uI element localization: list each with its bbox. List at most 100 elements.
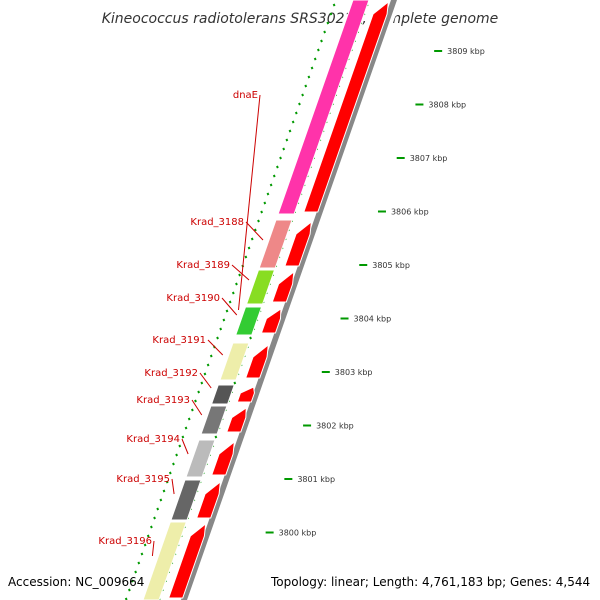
- gene-labels: dnaE Krad_3188 Krad_3189 Krad_3190 Krad_3191…: [98, 90, 258, 547]
- gene-block-krad_3190: [235, 306, 263, 336]
- leader-line-krad_3193: [191, 399, 203, 416]
- leader-line-krad_3190: [221, 297, 238, 316]
- tick-dot: [150, 525, 153, 529]
- gene-label-krad_3191: Krad_3191: [152, 335, 206, 346]
- gene-label-krad_3193: Krad_3193: [136, 395, 190, 406]
- gene-block-krad_3189: [245, 269, 276, 305]
- tick-dot: [153, 516, 156, 520]
- tick-dot: [313, 57, 317, 61]
- tick-dot: [197, 390, 201, 394]
- tick-dot: [307, 75, 311, 79]
- tick-dot: [238, 273, 241, 277]
- tick-dot: [178, 444, 182, 448]
- gene-block-dnae: [277, 0, 370, 215]
- scale-tick-label: 3802 kbp: [316, 422, 354, 431]
- tick-dot: [272, 174, 276, 178]
- tick-dot: [276, 165, 279, 169]
- tick-dot: [257, 219, 260, 223]
- scale-ruler: 3809 kbp 3808 kbp 3807 kbp 3806 kbp 3805 kbp…: [265, 47, 485, 538]
- tick-dot: [156, 507, 160, 511]
- tick-dot: [310, 66, 314, 70]
- tick-dot: [187, 417, 191, 421]
- tick-dot: [323, 30, 327, 34]
- tick-dot: [301, 93, 304, 97]
- tick-dot: [225, 309, 229, 313]
- tick-dot: [140, 552, 144, 556]
- tick-dot: [326, 21, 330, 25]
- tick-dot: [175, 453, 178, 457]
- tick-dot: [269, 183, 273, 187]
- scale-tick-label: 3801 kbp: [297, 475, 335, 484]
- tick-dot: [168, 471, 172, 475]
- tick-dot: [253, 228, 257, 232]
- genome-summary-text: Topology: linear; Length: 4,761,183 bp; …: [270, 575, 590, 589]
- gene-label-krad_3195: Krad_3195: [116, 474, 170, 485]
- tick-dot: [266, 192, 270, 196]
- strand-arrow-krad_3190: [260, 308, 282, 334]
- gene-label-krad_3192: Krad_3192: [144, 368, 198, 379]
- scale-tick-label: 3806 kbp: [391, 208, 429, 217]
- tick-dot: [320, 39, 323, 43]
- tick-dot: [235, 282, 238, 286]
- tick-dot: [244, 255, 248, 259]
- tick-dot: [134, 570, 138, 574]
- strand-arrow-krad_3191: [244, 343, 269, 379]
- inner-tick-track: [124, 3, 336, 600]
- tick-dot: [288, 129, 292, 133]
- scale-tick-label: 3807 kbp: [410, 154, 448, 163]
- tick-dot: [131, 579, 134, 583]
- tick-dot: [216, 336, 219, 340]
- tick-dot: [228, 300, 232, 304]
- gene-label-dnae: dnaE: [233, 90, 258, 101]
- gene-label-krad_3190: Krad_3190: [166, 293, 220, 304]
- tick-dot: [279, 156, 282, 160]
- leader-line-krad_3192: [199, 372, 212, 389]
- gene-block-krad_3195: [170, 479, 202, 521]
- tick-dot: [194, 399, 197, 403]
- tick-dot: [298, 102, 301, 106]
- gene-track: [142, 0, 370, 600]
- tick-dot: [184, 426, 188, 430]
- scale-tick-label: 3808 kbp: [428, 101, 466, 110]
- backbone-strip: [181, 0, 397, 600]
- tick-dot: [231, 291, 235, 295]
- map-title: Kineococcus radiotolerans SRS30216, comp…: [102, 11, 499, 27]
- gene-label-krad_3196: Krad_3196: [98, 536, 152, 547]
- tick-dot: [282, 147, 286, 151]
- leader-line-krad_3196: [151, 540, 155, 557]
- label-leader-lines: [151, 94, 264, 557]
- tick-dot: [316, 48, 320, 52]
- tick-dot: [285, 138, 289, 142]
- gene-block-krad_3192: [210, 384, 235, 405]
- tick-dot: [247, 246, 251, 250]
- gene-block-krad_3188: [258, 219, 293, 269]
- tick-dot: [219, 327, 223, 331]
- tick-dot: [332, 3, 336, 7]
- tick-dot: [162, 489, 166, 493]
- scale-tick-label: 3805 kbp: [372, 261, 410, 270]
- tick-dot: [304, 84, 308, 88]
- tick-dot: [137, 561, 141, 565]
- strand-arrow-krad_3195: [195, 480, 221, 519]
- tick-dot: [146, 534, 150, 538]
- tick-dot: [233, 381, 237, 385]
- tick-dot: [203, 372, 207, 376]
- tick-dot: [181, 435, 185, 439]
- tick-dot: [127, 588, 131, 592]
- tick-dot: [165, 480, 169, 484]
- accession-text: Accession: NC_009664: [8, 575, 144, 589]
- strand-arrow-krad_3193: [226, 407, 247, 433]
- strand-arrow-krad_3189: [271, 270, 295, 303]
- tick-dot: [294, 111, 298, 115]
- scale-tick-label: 3800 kbp: [279, 529, 317, 538]
- strand-arrow-krad_3188: [284, 220, 312, 267]
- leader-line-krad_3189: [231, 264, 250, 281]
- tick-dot: [172, 462, 175, 466]
- gene-block-krad_3191: [219, 342, 250, 381]
- gene-label-krad_3188: Krad_3188: [190, 217, 244, 228]
- strand-arrow-dnae: [303, 0, 389, 213]
- strand-arrow-krad_3194: [211, 440, 235, 476]
- tick-dot: [190, 408, 194, 412]
- gene-label-krad_3194: Krad_3194: [126, 434, 180, 445]
- tick-dot: [159, 498, 163, 502]
